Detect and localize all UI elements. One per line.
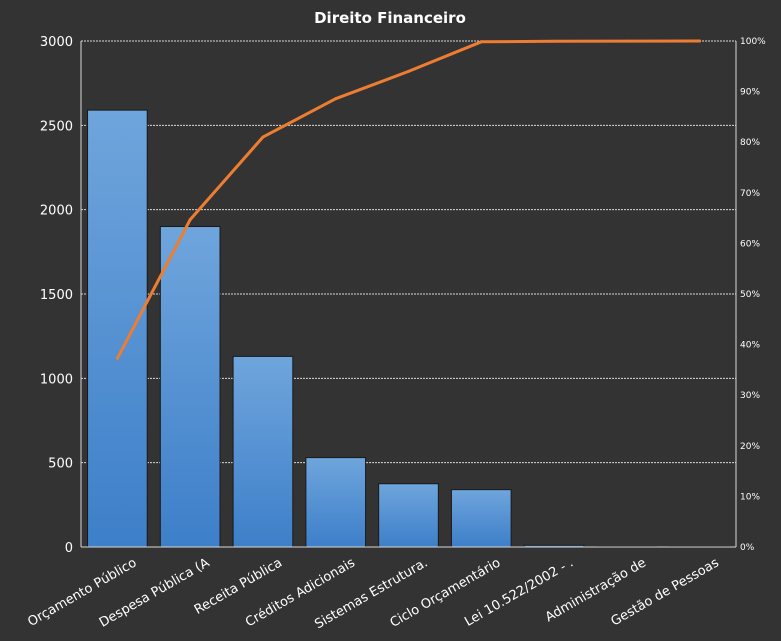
y-tick-label: 2000 (40, 204, 73, 219)
line-point (188, 218, 192, 222)
y2-tick-label: 40% (740, 341, 760, 351)
chart-title: Direito Financeiro (314, 9, 466, 27)
line-point (115, 356, 119, 360)
y2-tick-label: 70% (740, 189, 760, 199)
y-tick-label: 3000 (40, 35, 73, 50)
bar (232, 355, 294, 548)
y2-tick-label: 50% (740, 290, 760, 300)
y-tick-label: 500 (48, 457, 73, 472)
bar (305, 457, 367, 548)
bar (87, 109, 148, 548)
line-point (407, 69, 410, 73)
bar (378, 483, 439, 548)
bars (87, 109, 730, 548)
y2-tick-label: 80% (740, 138, 760, 148)
y2-tick-label: 100% (740, 37, 766, 47)
line-point (261, 135, 265, 139)
y2-tick-label: 0% (740, 543, 755, 553)
y2-tick-label: 90% (740, 88, 760, 98)
line-point (479, 40, 483, 44)
axes (80, 41, 737, 548)
bar (159, 226, 221, 548)
cumulative-line-series (115, 39, 702, 360)
y-tick-label: 2500 (40, 119, 73, 134)
line-point (625, 39, 629, 43)
y2-tick-label: 30% (740, 391, 760, 401)
y-tick-label: 0 (65, 541, 73, 556)
y2-tick-label: 10% (740, 492, 760, 502)
line-point (334, 97, 338, 101)
y-tick-label: 1000 (40, 372, 73, 387)
line-point (552, 39, 556, 43)
secondary-y-axis-tick-labels: 0% 10% 20% 30% 40% 50% 60% 70% 80% 90% 100% (740, 37, 766, 553)
y-axis-tick-labels: 0 500 1000 1500 2000 2500 3000 (40, 35, 73, 556)
bar (450, 489, 512, 548)
y2-tick-label: 60% (740, 239, 760, 249)
line-point (698, 39, 702, 43)
y-tick-label: 1500 (40, 288, 73, 303)
y2-tick-label: 20% (740, 442, 760, 452)
